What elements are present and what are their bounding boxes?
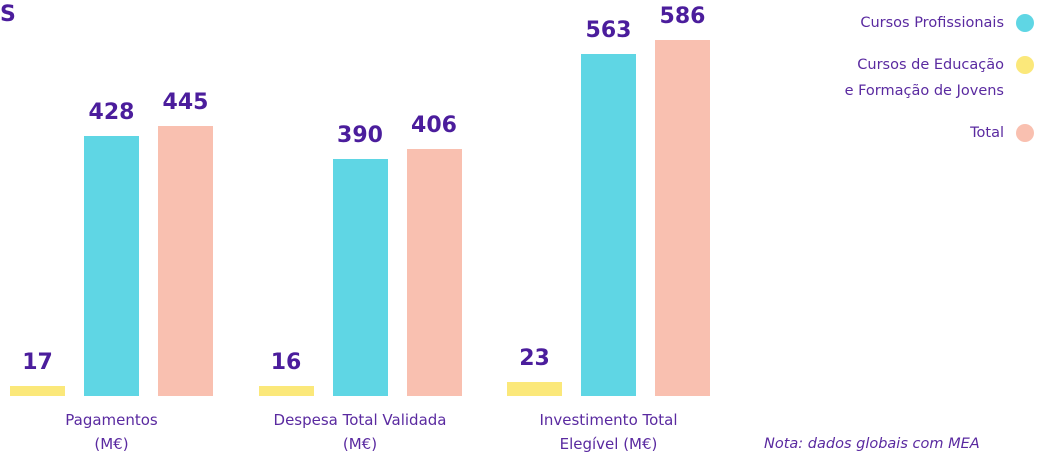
value-label: 23	[519, 346, 550, 372]
value-label: 586	[659, 4, 706, 29]
value-label: 406	[411, 113, 457, 139]
value-label: 390	[337, 123, 383, 149]
note: Nota: dados globais com MEA	[764, 436, 980, 452]
bar	[84, 135, 139, 396]
value-label: 17	[22, 349, 53, 375]
bar	[332, 159, 388, 396]
value-label: 428	[88, 99, 135, 125]
legend-label: Cursos Profissionais	[860, 15, 1004, 31]
x-tick-label: Pagamentos (M€)	[65, 411, 158, 453]
bar	[406, 149, 462, 396]
value-label: 563	[585, 17, 632, 43]
bar	[655, 40, 710, 396]
chart-title: S	[0, 2, 16, 27]
x-tick-label: Investimento Total Elegível (M€)	[539, 411, 678, 453]
legend-swatch	[1016, 14, 1034, 32]
legend-label: Cursos de Educação e Formação de Jovens	[844, 57, 1004, 99]
bar	[258, 386, 314, 396]
value-label: 445	[162, 89, 209, 115]
bar	[10, 385, 65, 396]
bar	[158, 125, 213, 396]
bar	[581, 53, 636, 396]
legend-label: Total	[970, 125, 1004, 141]
legend-swatch	[1016, 124, 1034, 142]
legend-swatch	[1016, 56, 1034, 74]
bar	[507, 382, 562, 396]
x-tick-label: Despesa Total Validada (M€)	[273, 411, 447, 453]
value-label: 16	[270, 350, 302, 376]
